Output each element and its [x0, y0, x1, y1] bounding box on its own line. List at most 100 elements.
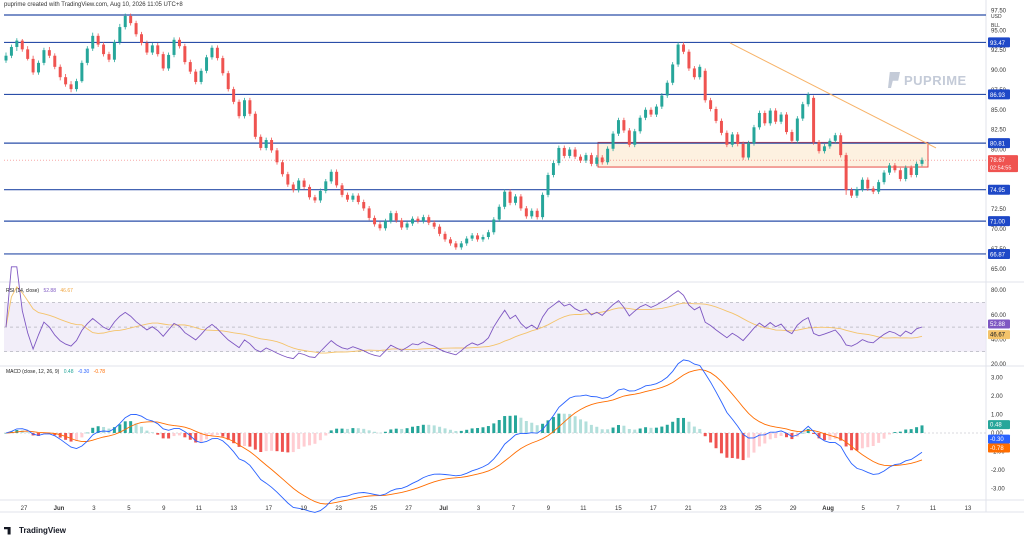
candle-body — [584, 155, 588, 161]
macd-value-label: -0.30 — [990, 437, 1004, 443]
macd-histogram-bar — [611, 427, 615, 433]
rsi-legend-value: 52.88 — [43, 288, 56, 294]
candle-body — [649, 109, 653, 115]
macd-histogram-bar — [188, 433, 192, 440]
macd-histogram-bar — [340, 428, 344, 433]
macd-histogram-bar — [817, 433, 821, 439]
price-tick-label: 65.00 — [991, 267, 1007, 273]
macd-histogram-bar — [232, 433, 236, 444]
time-tick-label: 9 — [162, 506, 166, 512]
candle-body — [709, 100, 713, 109]
macd-histogram-bar — [866, 433, 870, 448]
time-tick-label: Aug — [822, 506, 834, 512]
macd-histogram-bar — [492, 423, 496, 433]
candle-body — [779, 114, 783, 122]
macd-histogram-bar — [107, 428, 111, 433]
time-tick-label: 21 — [685, 506, 692, 512]
macd-legend-macd: -0.30 — [77, 369, 90, 375]
macd-histogram-bar — [687, 421, 691, 433]
candle-body — [638, 117, 642, 132]
candle-body — [877, 182, 881, 192]
macd-histogram-bar — [535, 425, 539, 433]
candle-body — [871, 188, 875, 192]
macd-histogram-bar — [551, 417, 555, 433]
macd-histogram-bar — [465, 429, 469, 433]
candle-body — [123, 15, 127, 28]
candle-body — [915, 163, 919, 175]
candle-body — [221, 58, 225, 74]
candle-body — [215, 47, 219, 59]
candle-body — [611, 133, 615, 149]
macd-histogram-bar — [400, 428, 404, 433]
macd-histogram-bar — [524, 420, 528, 433]
macd-histogram-bar — [313, 433, 317, 444]
rsi-value-tag — [988, 319, 1010, 329]
macd-value-tag — [988, 420, 1010, 430]
macd-histogram-bar — [259, 433, 263, 453]
candle-body — [102, 44, 106, 55]
rsi-tick-label: 40.00 — [991, 337, 1007, 343]
macd-line — [5, 359, 923, 513]
candle-body — [427, 217, 431, 223]
candle-body — [112, 42, 116, 60]
time-tick-label: Jul — [439, 506, 448, 512]
macd-histogram-bar — [286, 433, 290, 453]
candle-body — [757, 112, 761, 128]
time-tick-label: 5 — [127, 506, 131, 512]
macd-histogram-bar — [584, 421, 588, 433]
macd-histogram-bar — [530, 422, 534, 433]
macd-histogram-bar — [416, 425, 420, 433]
candle-body — [394, 213, 398, 221]
candle-body — [839, 135, 843, 156]
level-tag — [988, 138, 1010, 149]
level-tag — [988, 37, 1010, 48]
current-price-label: 78.67 — [990, 158, 1006, 164]
candle-body — [383, 221, 387, 229]
candle-body — [335, 171, 339, 186]
candle-body — [682, 44, 686, 52]
time-tick-label: 27 — [21, 506, 28, 512]
macd-histogram-bar — [476, 428, 480, 433]
macd-histogram-bar — [508, 415, 512, 433]
macd-histogram-bar — [118, 424, 122, 433]
macd-histogram-bar — [210, 433, 214, 436]
rsi-legend-ma: 46.67 — [60, 288, 73, 294]
candle-body — [454, 243, 458, 248]
candle-body — [535, 210, 539, 218]
candle-body — [150, 45, 154, 53]
rsi-ma-label: 46.67 — [990, 333, 1006, 339]
candle-body — [161, 54, 165, 69]
tradingview-logo[interactable]: TradingView — [4, 526, 66, 535]
price-tick-label: 72.50 — [991, 207, 1007, 213]
candle-body — [736, 134, 740, 144]
macd-histogram-bar — [373, 431, 377, 433]
candle-body — [167, 54, 171, 69]
macd-histogram-bar — [741, 433, 745, 461]
time-tick-label: 19 — [300, 506, 307, 512]
macd-value-tag — [988, 434, 1010, 444]
puprime-logo-icon — [888, 72, 900, 88]
macd-histogram-bar — [589, 424, 593, 433]
macd-histogram-bar — [383, 431, 387, 433]
candle-body — [866, 179, 870, 189]
macd-histogram-bar — [676, 417, 680, 433]
macd-histogram-bar — [91, 427, 95, 433]
candle-body — [177, 39, 181, 47]
candle-body — [622, 120, 626, 131]
macd-histogram-bar — [682, 417, 686, 433]
candle-body — [714, 108, 718, 121]
macd-histogram-bar — [411, 426, 414, 433]
candle-body — [26, 49, 30, 59]
macd-histogram-bar — [633, 429, 637, 433]
candle-body — [80, 62, 84, 82]
candle-body — [557, 147, 561, 164]
candle-body — [118, 27, 122, 43]
macd-histogram-bar — [562, 413, 566, 433]
candle-body — [692, 68, 696, 78]
macd-histogram-bar — [850, 433, 854, 451]
time-tick-label: 23 — [335, 506, 342, 512]
macd-histogram-bar — [665, 424, 669, 433]
macd-value-label: 0.48 — [990, 423, 1002, 429]
macd-histogram-bar — [362, 428, 366, 433]
